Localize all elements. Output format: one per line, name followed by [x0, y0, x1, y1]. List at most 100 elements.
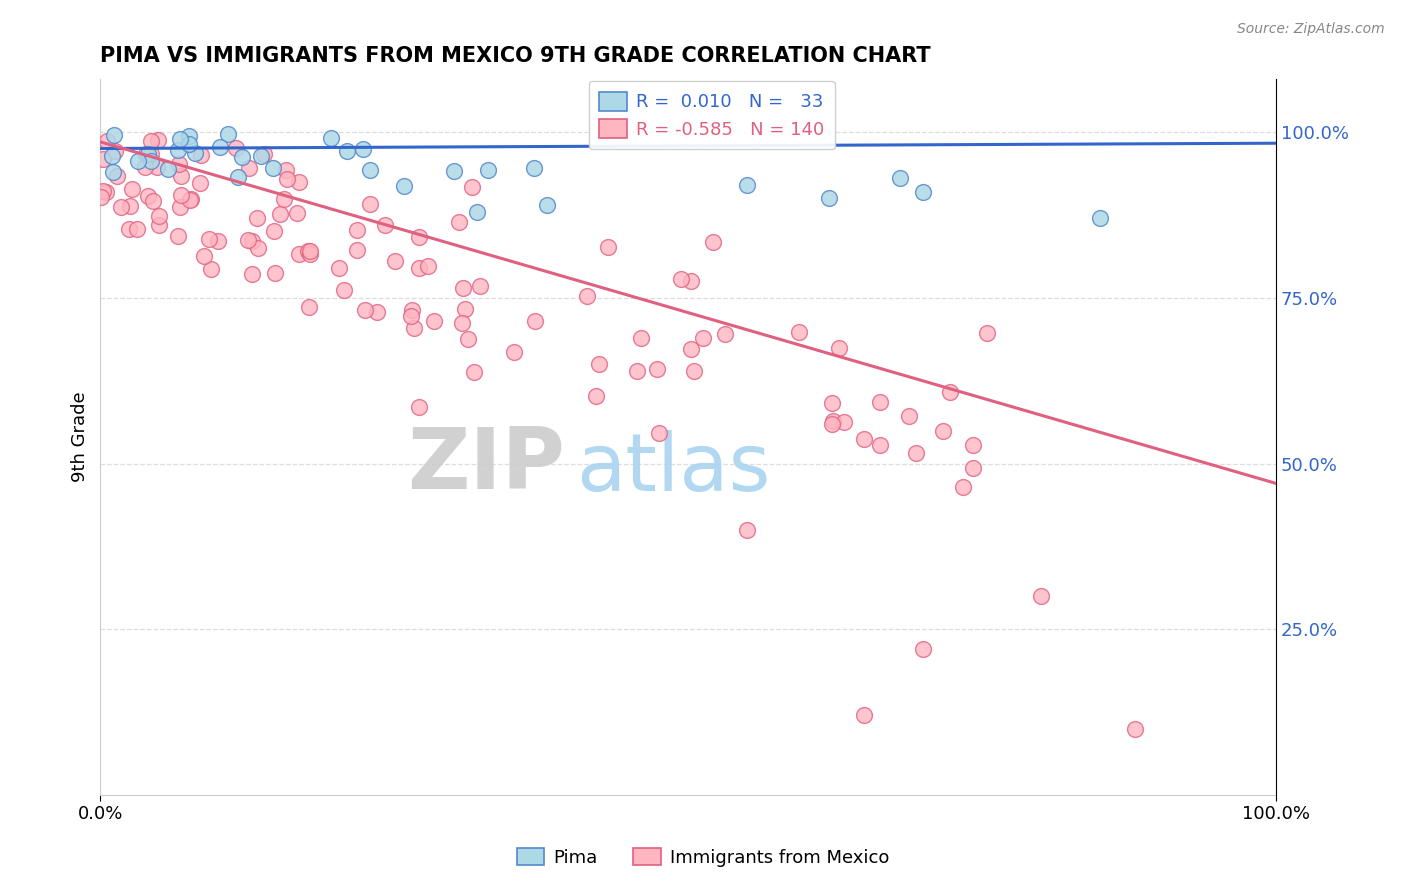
- Point: [238, 233, 260, 247]
- Point: [346, 223, 368, 237]
- Point: [962, 461, 984, 475]
- Point: [249, 149, 271, 163]
- Point: [225, 141, 247, 155]
- Point: [193, 249, 215, 263]
- Legend: Pima, Immigrants from Mexico: Pima, Immigrants from Mexico: [510, 841, 896, 874]
- Point: [142, 194, 165, 209]
- Point: [263, 224, 285, 238]
- Point: [101, 165, 124, 179]
- Point: [384, 254, 406, 268]
- Point: [1123, 722, 1146, 736]
- Point: [269, 207, 291, 221]
- Point: [288, 175, 311, 189]
- Point: [702, 235, 724, 249]
- Point: [138, 188, 160, 202]
- Point: [253, 147, 276, 161]
- Point: [93, 152, 115, 166]
- Point: [141, 134, 163, 148]
- Point: [828, 341, 851, 355]
- Point: [1029, 589, 1052, 603]
- Point: [443, 164, 465, 178]
- Point: [536, 198, 558, 212]
- Point: [287, 246, 309, 260]
- Point: [869, 395, 891, 409]
- Point: [169, 132, 191, 146]
- Point: [96, 134, 118, 148]
- Point: [209, 140, 232, 154]
- Point: [346, 243, 368, 257]
- Point: [148, 209, 170, 223]
- Point: [904, 446, 927, 460]
- Point: [170, 169, 193, 184]
- Point: [285, 206, 308, 220]
- Point: [912, 642, 935, 657]
- Point: [148, 133, 170, 147]
- Point: [401, 303, 423, 318]
- Point: [179, 194, 201, 208]
- Point: [931, 424, 953, 438]
- Point: [110, 201, 132, 215]
- Point: [134, 160, 156, 174]
- Point: [626, 364, 648, 378]
- Point: [226, 170, 249, 185]
- Point: [146, 161, 169, 175]
- Point: [450, 316, 472, 330]
- Point: [359, 163, 381, 178]
- Point: [470, 279, 492, 293]
- Legend: R =  0.010   N =   33, R = -0.585   N = 140: R = 0.010 N = 33, R = -0.585 N = 140: [589, 81, 835, 150]
- Point: [298, 244, 321, 258]
- Point: [588, 357, 610, 371]
- Point: [156, 161, 179, 176]
- Point: [394, 179, 416, 194]
- Point: [714, 327, 737, 342]
- Point: [952, 480, 974, 494]
- Point: [821, 417, 844, 431]
- Point: [889, 171, 911, 186]
- Point: [683, 364, 706, 378]
- Point: [264, 266, 287, 280]
- Text: ZIP: ZIP: [406, 424, 565, 508]
- Point: [402, 320, 425, 334]
- Point: [523, 314, 546, 328]
- Point: [869, 438, 891, 452]
- Point: [465, 204, 488, 219]
- Point: [104, 144, 127, 158]
- Point: [101, 148, 124, 162]
- Point: [180, 192, 202, 206]
- Text: atlas: atlas: [576, 430, 770, 508]
- Point: [461, 180, 484, 194]
- Point: [217, 128, 239, 142]
- Point: [118, 199, 141, 213]
- Point: [136, 147, 159, 161]
- Point: [818, 191, 841, 205]
- Point: [503, 345, 526, 359]
- Point: [1088, 211, 1111, 226]
- Point: [170, 188, 193, 202]
- Point: [669, 272, 692, 286]
- Point: [238, 161, 260, 176]
- Point: [679, 342, 702, 356]
- Point: [938, 384, 960, 399]
- Point: [90, 189, 112, 203]
- Point: [103, 128, 125, 142]
- Point: [169, 200, 191, 214]
- Point: [276, 162, 298, 177]
- Point: [374, 218, 396, 232]
- Point: [207, 235, 229, 249]
- Point: [298, 246, 321, 260]
- Point: [962, 438, 984, 452]
- Point: [328, 260, 350, 275]
- Point: [585, 389, 607, 403]
- Point: [121, 182, 143, 196]
- Point: [184, 145, 207, 160]
- Point: [648, 426, 671, 441]
- Point: [91, 185, 114, 199]
- Point: [477, 163, 499, 178]
- Point: [821, 414, 844, 428]
- Point: [141, 154, 163, 169]
- Point: [139, 147, 162, 161]
- Point: [231, 150, 253, 164]
- Point: [297, 244, 319, 258]
- Point: [449, 215, 471, 229]
- Point: [359, 196, 381, 211]
